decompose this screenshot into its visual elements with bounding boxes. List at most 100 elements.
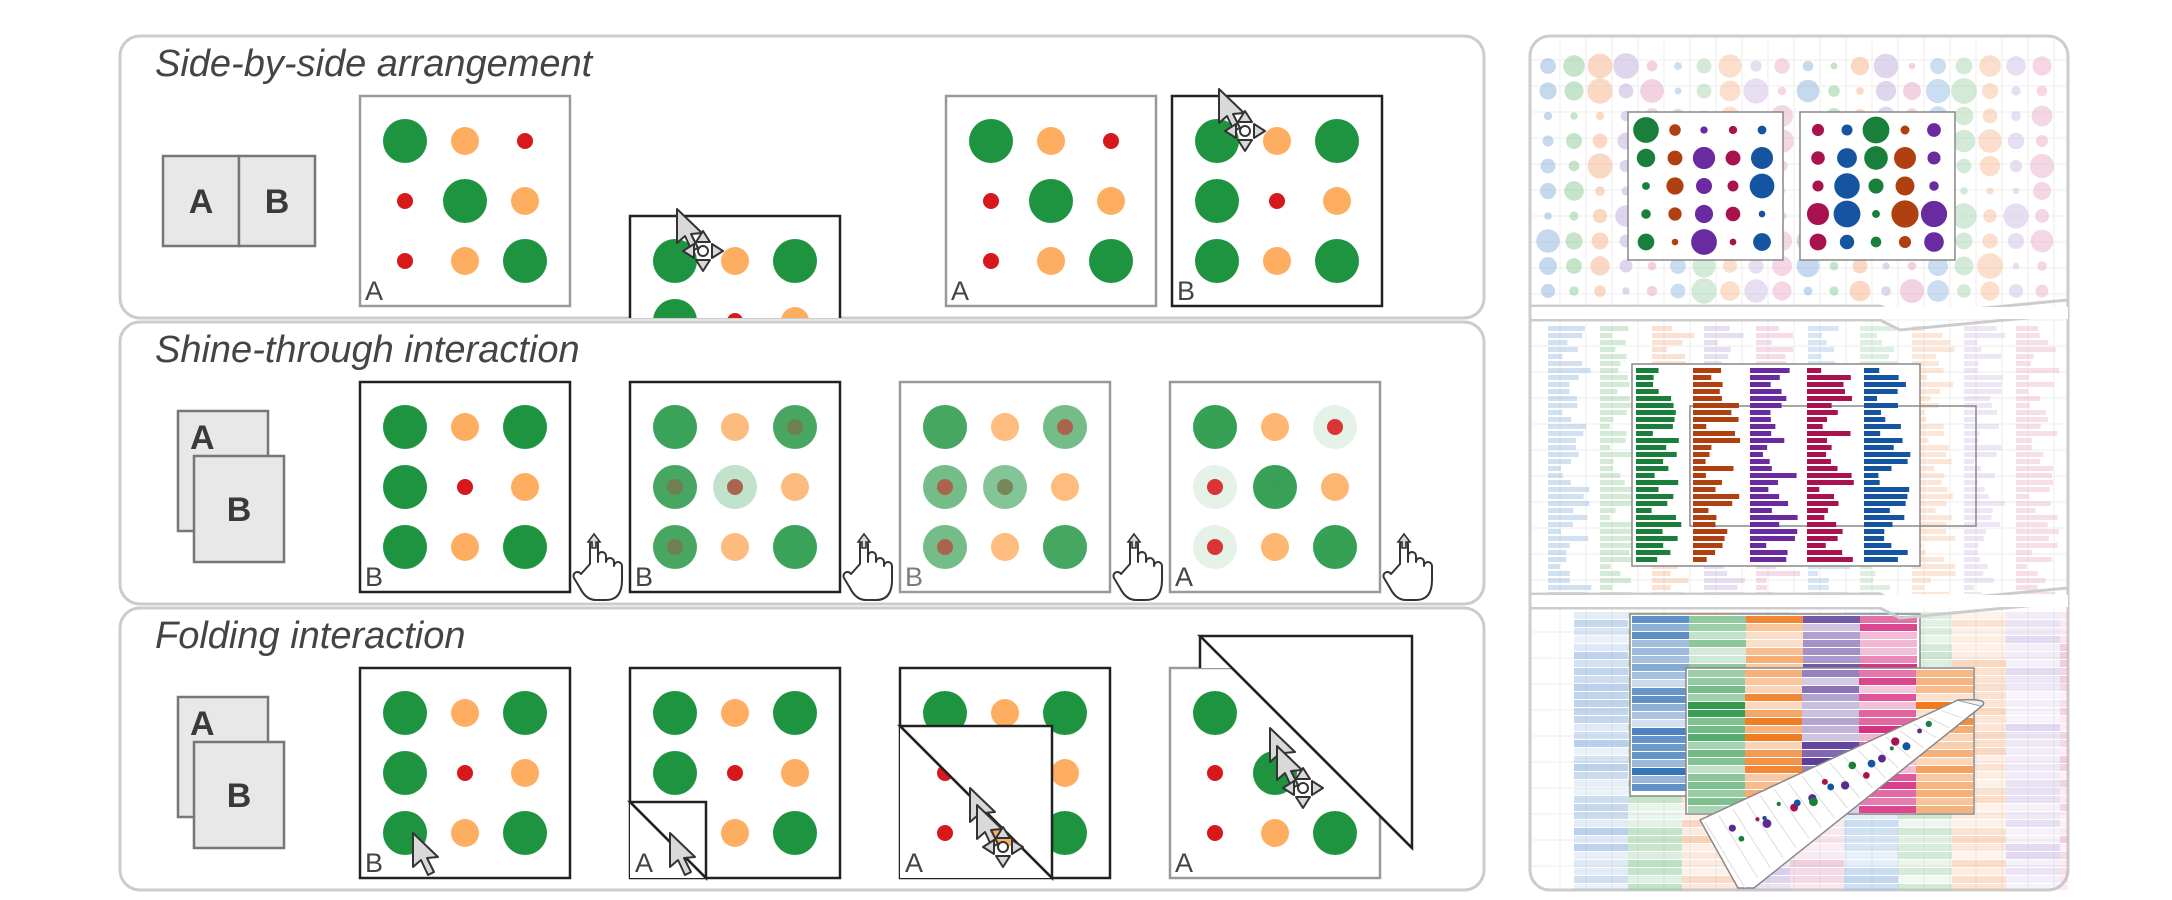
dot: [781, 307, 809, 318]
dot: [1103, 133, 1119, 149]
dot-layer-b: [653, 465, 697, 509]
side-by-side-icon: A B: [161, 154, 317, 248]
section-break: [1530, 298, 2069, 332]
dot-layer-a: [781, 473, 809, 501]
dot: [1097, 187, 1125, 215]
dot: [511, 187, 539, 215]
dot: [503, 691, 547, 735]
icon-label-a: A: [190, 419, 215, 457]
dot-layer-a: [1043, 525, 1087, 569]
shine-through-grid: [653, 405, 817, 569]
dot: [397, 193, 413, 209]
grid-panel: B: [628, 380, 842, 594]
dot: [1089, 239, 1133, 283]
panel-label: A: [951, 276, 969, 306]
revealed-corner: [626, 800, 708, 882]
stacked-layers-icon: A B: [176, 695, 286, 850]
dot: [721, 247, 749, 275]
dot-layer-a: [991, 413, 1019, 441]
dot: [503, 239, 547, 283]
folded-sheet: [1698, 698, 1985, 889]
dot: [653, 299, 697, 318]
grid-panel: A: [944, 94, 1158, 308]
hand-pointer-icon: [842, 532, 893, 601]
dot: [773, 691, 817, 735]
dot: [1037, 127, 1065, 155]
dot: [923, 691, 967, 735]
dot-layer-b: [721, 533, 749, 561]
row-title-shine-through: Shine-through interaction: [155, 329, 580, 371]
dot: [1051, 759, 1079, 787]
dot: [983, 253, 999, 269]
dot: [383, 405, 427, 449]
dot: [383, 691, 427, 735]
shine-through-grid: [1193, 405, 1357, 569]
grid-panel-folding: A: [896, 666, 1112, 882]
move-cursor-icon: [1276, 745, 1324, 809]
dot: [1193, 691, 1237, 735]
dot-grid: [383, 405, 547, 569]
dot: [721, 819, 749, 847]
dot: [991, 699, 1019, 727]
dot: [781, 759, 809, 787]
hand-pointer-icon: [1112, 532, 1163, 601]
dot-grid: [1195, 119, 1359, 283]
dot: [1043, 811, 1087, 855]
icon-label-b: B: [227, 491, 252, 529]
dot: [1315, 119, 1359, 163]
dot-layer-a: [1193, 405, 1237, 449]
dot: [983, 193, 999, 209]
dot-layer-a: [923, 405, 967, 449]
dot: [511, 759, 539, 787]
dot-layer-a: [1057, 419, 1073, 435]
dot-layer-a: [721, 533, 749, 561]
dot-grid-a: [1193, 691, 1357, 855]
panel-label: A: [905, 848, 923, 878]
dot: [503, 811, 547, 855]
grid-panel: A: [1168, 380, 1382, 594]
dot-layer-a: [937, 539, 953, 555]
dot: [451, 699, 479, 727]
heatmap-matrix: [1574, 612, 2068, 890]
dot-layer-a: [653, 405, 697, 449]
panel-label: B: [905, 562, 923, 592]
dot: [773, 811, 817, 855]
dot: [721, 699, 749, 727]
dot: [1195, 179, 1239, 223]
dot: [503, 405, 547, 449]
dot: [451, 127, 479, 155]
dot-layer-a: [721, 413, 749, 441]
dot-layer-a: [1207, 539, 1223, 555]
dot-layer-a: [667, 539, 683, 555]
move-cursor-icon: [676, 208, 724, 272]
dot-layer-a: [773, 525, 817, 569]
dot: [1207, 825, 1223, 841]
panel-label: B: [635, 562, 653, 592]
dot-layer-a: [713, 465, 757, 509]
dot-layer-b: [653, 405, 697, 449]
grid-panel: B: [358, 380, 572, 594]
dot: [1043, 691, 1087, 735]
dot-grid: [969, 119, 1133, 283]
dot-layer-a: [787, 419, 803, 435]
panel-label: B: [365, 848, 383, 878]
dot-layer-b: [781, 473, 809, 501]
dragged-panel: [628, 208, 842, 318]
icon-label-a: A: [190, 705, 215, 743]
dot: [503, 525, 547, 569]
dot: [511, 473, 539, 501]
dot: [397, 253, 413, 269]
dot-layer-a: [1261, 533, 1289, 561]
dot-layer-a: [1321, 473, 1349, 501]
dot: [383, 751, 427, 795]
dot: [451, 413, 479, 441]
pointer-arrow-icon: [412, 832, 439, 876]
dot-layer-a: [983, 465, 1027, 509]
grid-panel-folding: A: [1168, 634, 1414, 880]
dot: [1261, 819, 1289, 847]
icon-label-a: A: [189, 183, 214, 221]
dot: [969, 119, 1013, 163]
bar-matrix: [1548, 326, 2060, 594]
dot: [1263, 247, 1291, 275]
